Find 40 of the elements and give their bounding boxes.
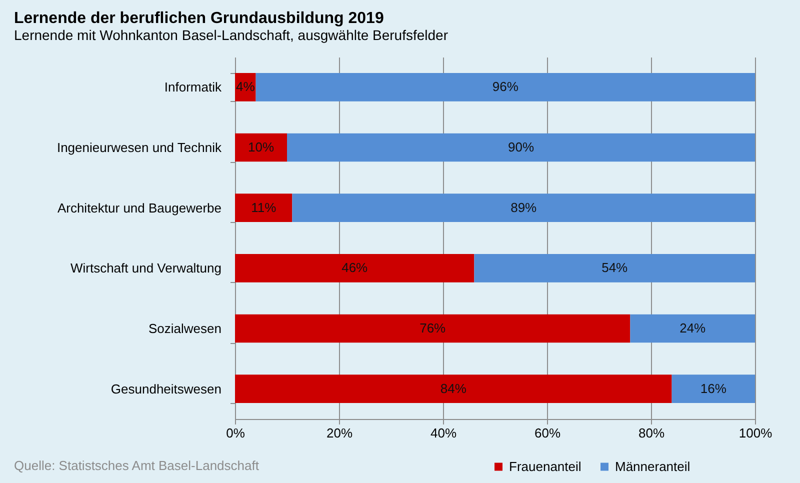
bar [235, 133, 287, 162]
data-label: 54% [602, 260, 628, 276]
x-tick-label: 20% [326, 426, 353, 440]
chart-subtitle: Lernende mit Wohnkanton Basel-Landschaft, ausgwählte Berufsfelder [14, 27, 448, 43]
bar [287, 133, 755, 162]
bar [235, 314, 630, 343]
y-tick-label: Gesundheitswesen [110, 381, 222, 396]
data-label: 11% [251, 200, 277, 215]
x-tick-label: 40% [430, 426, 457, 440]
legend-label: Frauenanteil [509, 458, 582, 474]
bar [672, 374, 755, 404]
bar [474, 254, 755, 282]
data-label: 76% [420, 320, 446, 336]
data-label: 24% [680, 320, 706, 336]
legend-label: Männeranteil [615, 458, 690, 474]
bar [235, 254, 474, 282]
bar [235, 194, 292, 222]
data-label: 89% [510, 200, 538, 215]
x-tick-label: 60% [534, 426, 561, 440]
bar [235, 374, 672, 404]
bar [256, 72, 755, 102]
bar [292, 194, 755, 222]
x-tick-label: 80% [638, 426, 665, 440]
y-tick-label: Architektur und Baugewerbe [57, 200, 222, 216]
data-label: 84% [440, 380, 467, 396]
y-tick-label: Wirtschaft und Verwaltung [70, 260, 222, 276]
data-label: 46% [342, 260, 368, 276]
data-label: 10% [248, 140, 274, 154]
bar [630, 314, 755, 343]
x-tick-label: 0% [226, 426, 246, 440]
data-label: 4% [236, 79, 256, 94]
x-tick-label: 100% [738, 426, 773, 440]
y-tick-label: Ingenieurwesen und Technik [56, 140, 222, 155]
y-tick-label: Informatik [164, 80, 222, 95]
source-note: Quelle: Statistsches Amt Basel-Landschaft [14, 458, 259, 473]
chart-title: Lernende der beruflichen Grundausbildung 2019 [14, 10, 384, 27]
data-label: 96% [492, 79, 519, 94]
data-label: 90% [508, 140, 534, 154]
data-label: 16% [700, 380, 727, 396]
y-tick-label: Sozialwesen [148, 321, 222, 336]
